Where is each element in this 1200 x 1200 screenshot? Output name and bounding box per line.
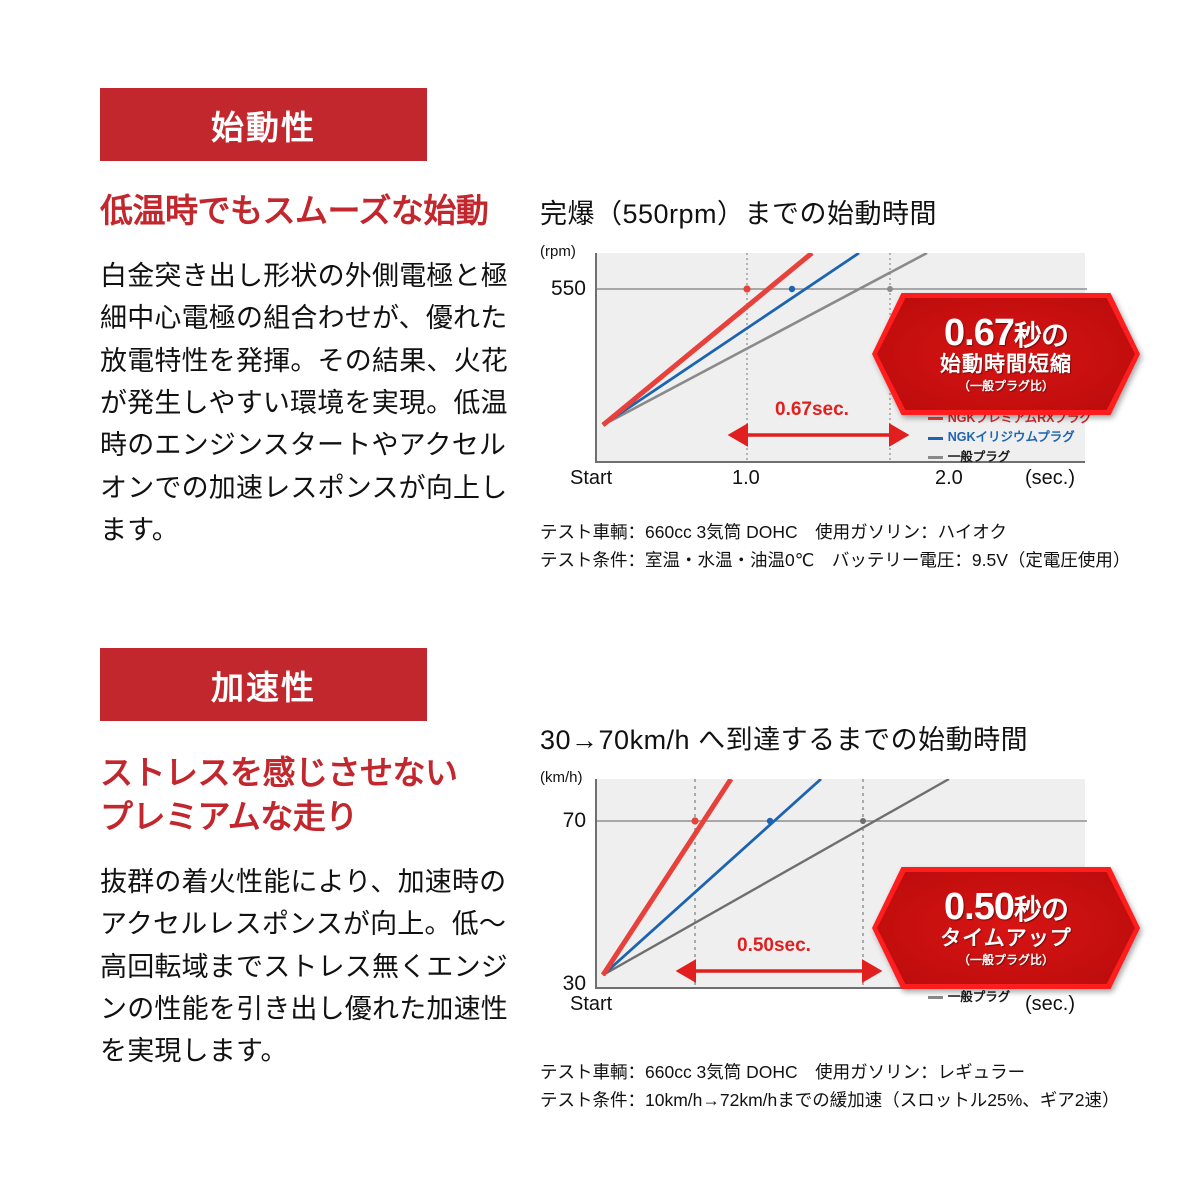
legend-label: 一般プラグ [947, 989, 1011, 1004]
chart-1-x-tick-1: 1.0 [732, 467, 760, 489]
chart-1-arrow-svg [727, 423, 910, 447]
section-2-text: 加速性 ストレスを感じさせない プレミアムな走り 抜群の着火性能により、加速時の… [100, 648, 540, 1073]
badge-tertiary-line: （一般プラグ比） [957, 953, 1054, 968]
section-1-body: 白金突き出し形状の外側電極と極細中心電極の組合わせが、優れた放電特性を発揮。その… [100, 260, 508, 546]
badge-value: 0.50 [944, 886, 1015, 929]
series-line-iridium [602, 253, 860, 427]
badge-secondary-line: タイムアップ [940, 927, 1072, 951]
series-line-general [602, 779, 950, 977]
chart-1-result-badge: 0.67秒の 始動時間短縮 （一般プラグ比） [872, 293, 1140, 415]
series-marker-premium-rx [743, 285, 751, 293]
chart-2-footnote-conditions: テスト条件：10km/h→72km/hまでの緩加速（スロットル25%、ギア2速） [540, 1090, 1120, 1110]
chart-1-footnotes: テスト車輌：660cc 3気筒 DOHC 使用ガソリン：ハイオク テスト条件：室… [540, 518, 1130, 574]
section-2-body: 抜群の着火性能により、加速時のアクセルレスポンスが向上。低〜高回転域までストレス… [100, 866, 508, 1067]
legend-label: NGKイリジウムプラグ [947, 430, 1075, 445]
series-marker-iridium [766, 817, 774, 825]
legend-swatch-gray-icon [927, 995, 943, 999]
series-marker-iridium [788, 285, 796, 293]
badge-primary-line: 0.50秒の [944, 886, 1069, 929]
section-1-text: 始動性 低温時でもスムーズな始動 白金突き出し形状の外側電極と極細中心電極の組合… [100, 88, 540, 552]
chart-2-x-start-label: Start [570, 993, 613, 1015]
section-1-headline: 低温時でもスムーズな始動 [100, 192, 489, 229]
chart-1-y-tick: 550 [550, 277, 586, 300]
legend-item-iridium: NGKイリジウムプラグ [927, 428, 1092, 447]
badge-value-suffix: 秒の [1013, 894, 1069, 926]
series-marker-general [860, 818, 866, 824]
chart-acceleration: 30→70km/h へ到達するまでの始動時間 (km/h) 70 30 [540, 718, 1140, 1023]
chart-2-x-axis: Start (sec.) [540, 993, 1100, 1023]
category-label: 加速性 [211, 668, 316, 706]
legend-swatch-blue-icon [927, 436, 943, 440]
chart-2-result-badge: 0.50秒の タイムアップ （一般プラグ比） [872, 867, 1140, 989]
legend-swatch-red-icon [927, 417, 943, 421]
series-marker-general [887, 286, 893, 292]
legend-label: 一般プラグ [947, 449, 1011, 464]
section-2-headline: ストレスを感じさせない プレミアムな走り [100, 754, 458, 835]
chart-1-x-axis: Start 1.0 2.0 (sec.) [540, 467, 1100, 497]
series-marker-premium-rx [691, 817, 699, 825]
chart-1-footnote-conditions: テスト条件：室温・水温・油温0℃ バッテリー電圧：9.5V（定電圧使用） [540, 550, 1131, 570]
chart-2-y-tick-low: 30 [562, 972, 586, 995]
chart-2-footnote-vehicle: テスト車輌：660cc 3気筒 DOHC 使用ガソリン：レギュラー [540, 1062, 1026, 1082]
chart-2-title: 30→70km/h へ到達するまでの始動時間 [540, 725, 1029, 755]
chart-2-series-svg [597, 779, 1087, 989]
series-line-premium-rx [601, 253, 814, 427]
legend-item-general: 一般プラグ [927, 988, 1092, 1007]
chart-1-title: 完爆（550rpm）までの始動時間 [540, 199, 938, 229]
chart-2-y-unit: (km/h) [540, 769, 583, 786]
series-line-premium-rx [600, 779, 734, 977]
badge-secondary-line: 始動時間短縮 [940, 353, 1072, 377]
chart-1-footnote-vehicle: テスト車輌：660cc 3気筒 DOHC 使用ガソリン：ハイオク [540, 522, 1007, 542]
badge-value: 0.67 [944, 312, 1015, 355]
series-line-iridium [602, 779, 822, 977]
category-badge-acceleration: 加速性 [100, 648, 427, 721]
chart-2-y-tick-high: 70 [562, 809, 586, 832]
chart-1-y-unit: (rpm) [540, 243, 576, 260]
chart-1-arrow-label: 0.67sec. [775, 399, 849, 420]
chart-1-x-unit: (sec.) [1025, 467, 1075, 489]
chart-1-legend: NGKプレミアムRXプラグ NGKイリジウムプラグ 一般プラグ [927, 409, 1092, 467]
category-label: 始動性 [211, 108, 316, 146]
legend-item-general: 一般プラグ [927, 448, 1092, 467]
series-line-general [602, 253, 928, 427]
chart-2-footnotes: テスト車輌：660cc 3気筒 DOHC 使用ガソリン：レギュラー テスト条件：… [540, 1058, 1120, 1114]
legend-swatch-gray-icon [927, 455, 943, 459]
chart-2-plot: (km/h) 70 30 [540, 767, 1140, 1023]
badge-tertiary-line: （一般プラグ比） [957, 379, 1054, 394]
chart-2-arrow-label: 0.50sec. [737, 935, 811, 956]
chart-2-x-unit: (sec.) [1025, 993, 1075, 1015]
chart-1-x-start-label: Start [570, 467, 613, 489]
category-badge-startability: 始動性 [100, 88, 427, 161]
chart-1-x-tick-2: 2.0 [935, 467, 963, 489]
chart-1-plot: (rpm) 550 [540, 241, 1140, 497]
badge-face: 0.50秒の タイムアップ （一般プラグ比） [877, 872, 1135, 984]
badge-primary-line: 0.67秒の [944, 312, 1069, 355]
chart-startability: 完爆（550rpm）までの始動時間 (rpm) 550 [540, 192, 1140, 497]
badge-face: 0.67秒の 始動時間短縮 （一般プラグ比） [877, 298, 1135, 410]
chart-2-arrow-svg [675, 959, 883, 983]
badge-value-suffix: 秒の [1013, 320, 1069, 352]
